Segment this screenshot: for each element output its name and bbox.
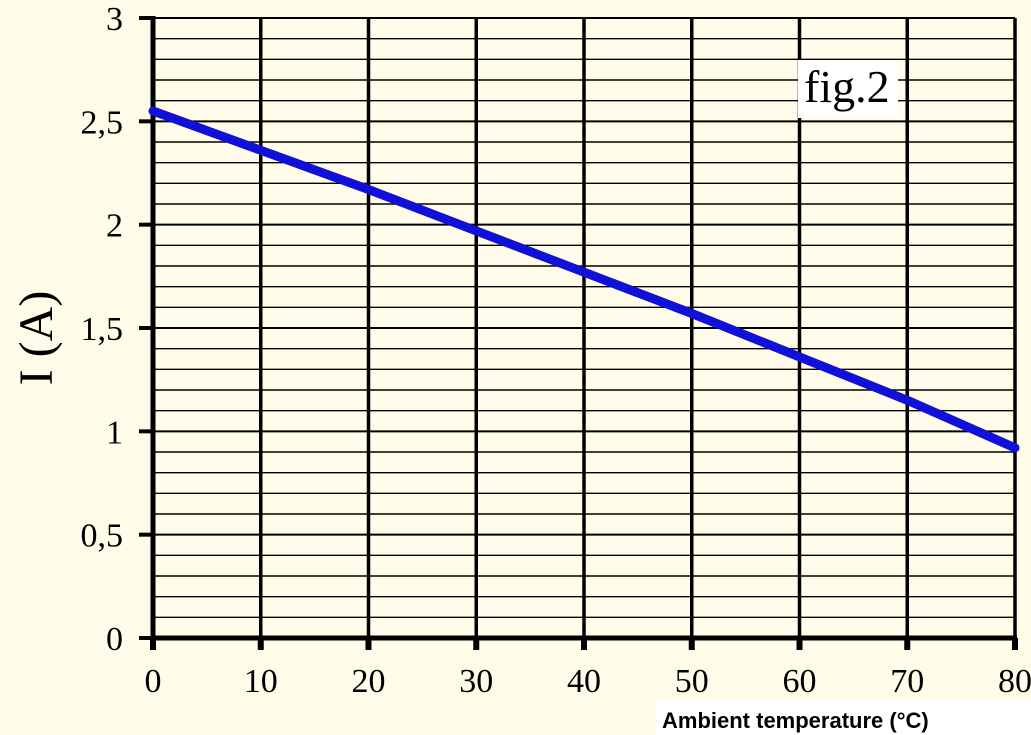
- x-tick-label: 60: [783, 663, 817, 700]
- figure-annotation: fig.2: [804, 61, 890, 112]
- x-tick-label: 20: [352, 663, 386, 700]
- x-axis-label-box: [655, 700, 1031, 735]
- x-tick-label: 30: [459, 663, 493, 700]
- x-tick-label: 10: [244, 663, 278, 700]
- x-tick-label: 80: [998, 663, 1031, 700]
- annotation-box: [798, 60, 898, 118]
- x-tick-label: 70: [890, 663, 924, 700]
- x-axis-label: Ambient temperature (°C): [662, 708, 929, 733]
- y-tick-label: 1: [106, 414, 123, 451]
- series-layer: [148, 106, 1020, 453]
- y-tick-label: 2,5: [81, 104, 124, 141]
- y-axis-label: I (A): [10, 291, 63, 386]
- axis-ticks: [139, 16, 1018, 650]
- y-tick-label: 1,5: [81, 311, 124, 348]
- y-tick-label: 2: [106, 208, 123, 245]
- y-tick-label: 0: [106, 621, 123, 658]
- y-tick-label: 3: [106, 1, 123, 38]
- x-tick-label: 50: [675, 663, 709, 700]
- major-gridlines: [153, 17, 1017, 638]
- x-tick-label: 40: [567, 663, 601, 700]
- tick-labels: 00,511,522,530 10 20 30 40 50 60 70 80: [81, 1, 1031, 700]
- y-tick-label: 0,5: [81, 518, 124, 555]
- x-tick-label: 0: [145, 663, 162, 700]
